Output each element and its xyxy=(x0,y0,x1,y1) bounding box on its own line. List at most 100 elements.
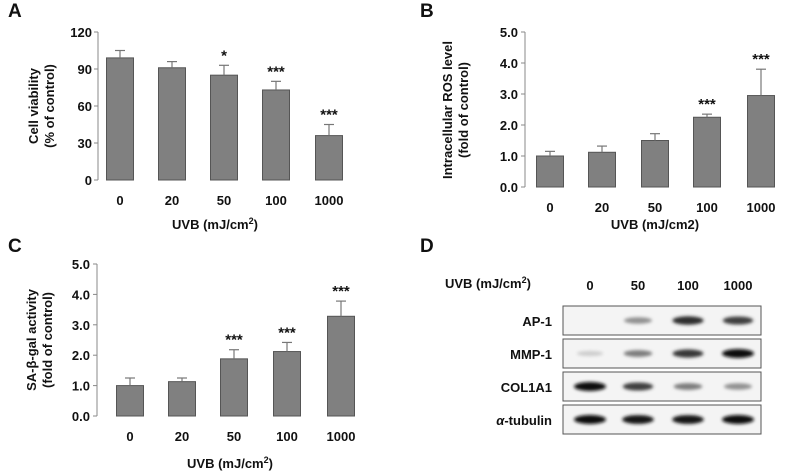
x-axis-label-tail: ) xyxy=(269,456,273,471)
blot-band xyxy=(623,317,653,324)
significance-label: *** xyxy=(225,332,243,349)
y-tick-label: 0.0 xyxy=(500,180,518,195)
blot-header-text: UVB (mJ/cm xyxy=(445,276,522,291)
x-axis-label: UVB (mJ/cm2) xyxy=(172,216,258,232)
x-tick-label: 50 xyxy=(217,193,231,208)
x-axis-label-superscript: 2 xyxy=(264,455,269,465)
y-axis-label: SA-β-gal activity(fold of control) xyxy=(24,288,55,391)
y-tick-label: 0.0 xyxy=(72,409,90,424)
x-tick-label: 20 xyxy=(165,193,179,208)
y-axis-label-line: (% of control) xyxy=(42,64,57,148)
blot-band xyxy=(672,415,704,424)
blot-band xyxy=(576,350,604,357)
y-axis-label: Cell viability(% of control) xyxy=(26,64,57,148)
chart-panel-a: A 0 30 60 90 120 0 20 * 50 *** 100 *** 1000 Cell viabi… xyxy=(8,1,343,232)
x-tick-label: 100 xyxy=(276,429,298,444)
y-axis-label-line: (fold of control) xyxy=(456,62,471,158)
blot-label: MMP-1 xyxy=(510,347,552,362)
y-tick-label: 3.0 xyxy=(72,318,90,333)
panel-letter-c: C xyxy=(8,236,22,257)
x-axis-label-superscript: 2 xyxy=(249,216,254,226)
blot-band xyxy=(673,383,703,390)
x-tick-label: 1000 xyxy=(327,429,356,444)
blot-band xyxy=(623,350,653,357)
bar xyxy=(693,116,721,188)
blot-band xyxy=(672,349,704,358)
bar xyxy=(327,315,355,417)
blot-header-label: UVB (mJ/cm2) xyxy=(445,275,531,291)
x-tick-label: 0 xyxy=(116,193,123,208)
significance-label: *** xyxy=(332,283,350,300)
y-tick-label: 2.0 xyxy=(500,118,518,133)
significance-label: *** xyxy=(698,96,716,113)
bar xyxy=(536,155,564,188)
significance-label: * xyxy=(221,47,227,64)
blot-label: α-tubulin xyxy=(496,413,552,428)
y-tick-label: 1.0 xyxy=(72,379,90,394)
x-axis-label-text: UVB (mJ/cm2) xyxy=(611,217,699,232)
x-tick-label: 20 xyxy=(175,429,189,444)
bar xyxy=(315,135,343,181)
bar xyxy=(262,89,290,181)
y-axis-label: Intracellular ROS level(fold of control) xyxy=(440,41,471,179)
chart-panel-b: B 0.0 1.0 2.0 3.0 4.0 5.0 0 20 50 *** 100 *** 1000 Int… xyxy=(420,1,775,232)
panel-letter-d: D xyxy=(420,236,434,257)
y-axis-label-line: Cell viability xyxy=(26,67,41,144)
x-axis-label: UVB (mJ/cm2) xyxy=(187,455,273,471)
significance-label: *** xyxy=(267,63,285,80)
blot-row-0: AP-1 xyxy=(522,305,762,336)
blot-band xyxy=(722,316,754,325)
y-tick-label: 2.0 xyxy=(72,348,90,363)
bar xyxy=(116,385,144,417)
x-axis-label-text: UVB (mJ/cm xyxy=(187,456,264,471)
y-tick-label: 4.0 xyxy=(72,287,90,302)
x-axis-label-text: UVB (mJ/cm xyxy=(172,217,249,232)
blot-band xyxy=(722,349,754,358)
y-tick-label: 60 xyxy=(78,99,92,114)
x-tick-label: 20 xyxy=(595,200,609,215)
x-tick-label: 0 xyxy=(126,429,133,444)
blot-band xyxy=(622,415,654,424)
blot-label: COL1A1 xyxy=(501,380,552,395)
y-tick-label: 1.0 xyxy=(500,149,518,164)
blot-dose-label: 100 xyxy=(677,278,699,293)
bar xyxy=(747,95,775,188)
y-tick-label: 90 xyxy=(78,62,92,77)
y-axis-label-line: Intracellular ROS level xyxy=(440,41,455,179)
blot-band xyxy=(622,382,654,391)
y-tick-label: 0 xyxy=(85,173,92,188)
y-tick-label: 30 xyxy=(78,136,92,151)
significance-label: *** xyxy=(752,51,770,68)
blot-band xyxy=(722,415,754,424)
bar xyxy=(106,57,134,181)
x-tick-label: 1000 xyxy=(747,200,776,215)
bar xyxy=(168,381,196,417)
blot-header-tail: ) xyxy=(527,276,531,291)
bar xyxy=(588,151,616,188)
blot-label-rest: -tubulin xyxy=(504,413,552,428)
blot-row-3: α-tubulin xyxy=(496,404,762,435)
significance-label: *** xyxy=(278,324,296,341)
x-axis-label-tail: ) xyxy=(254,217,258,232)
blot-header-superscript: 2 xyxy=(522,275,527,285)
blot-band xyxy=(574,415,606,424)
bar xyxy=(210,74,238,181)
blot-dose-label: 50 xyxy=(631,278,645,293)
bar xyxy=(273,351,301,417)
y-axis-label-line: (fold of control) xyxy=(40,292,55,388)
significance-label: *** xyxy=(320,107,338,124)
chart-panel-c: C 0.0 1.0 2.0 3.0 4.0 5.0 0 20 *** 50 *** 100 *** 1000… xyxy=(8,236,355,471)
blot-band xyxy=(574,382,606,391)
bar xyxy=(641,140,669,188)
blot-dose-label: 1000 xyxy=(724,278,753,293)
y-tick-label: 120 xyxy=(70,25,92,40)
blot-label: AP-1 xyxy=(522,314,552,329)
blot-row-1: MMP-1 xyxy=(510,338,762,369)
panel-letter-a: A xyxy=(8,1,22,22)
x-tick-label: 0 xyxy=(546,200,553,215)
y-tick-label: 5.0 xyxy=(500,25,518,40)
x-axis-label: UVB (mJ/cm2) xyxy=(611,217,699,232)
x-tick-label: 50 xyxy=(227,429,241,444)
x-tick-label: 100 xyxy=(265,193,287,208)
